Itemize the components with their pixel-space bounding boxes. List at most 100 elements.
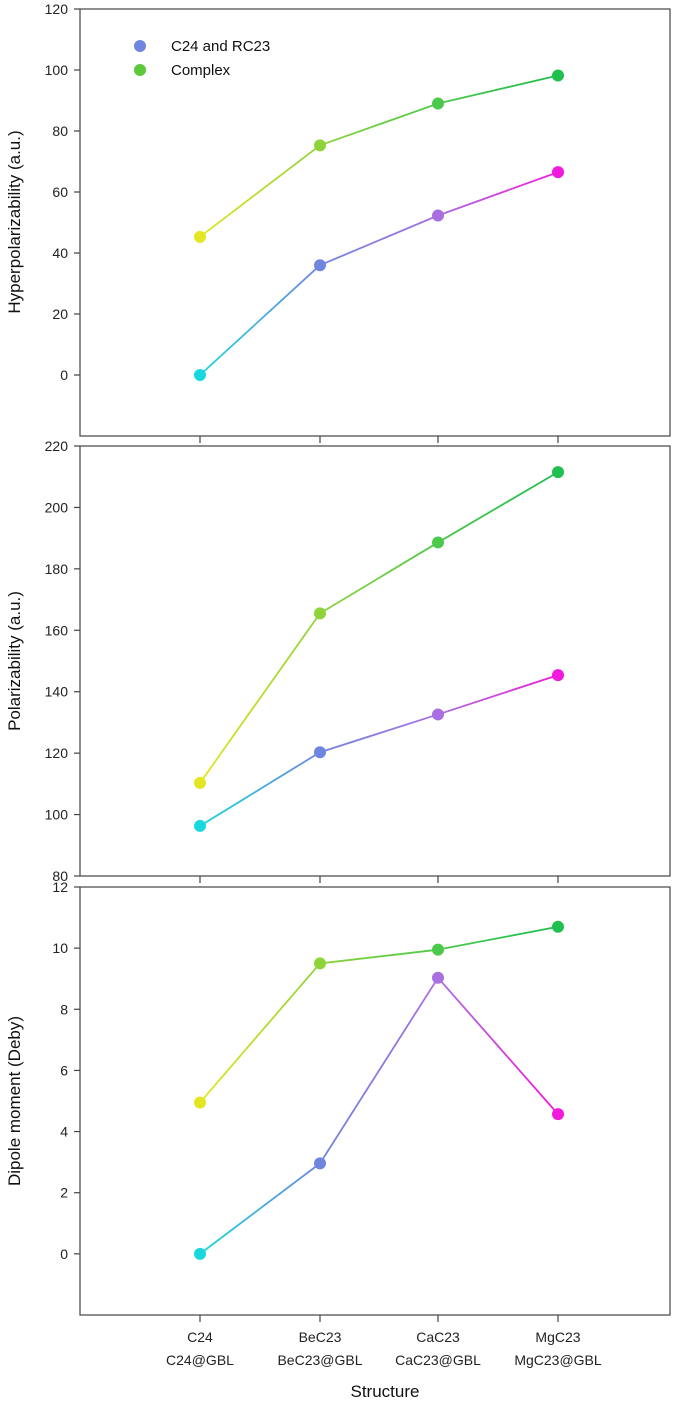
x-tick-label: C24@GBL	[166, 1352, 234, 1368]
plot-frame	[79, 8, 671, 437]
series-points	[194, 920, 564, 1260]
x-tick-label: MgC23@GBL	[514, 1352, 602, 1368]
y-tick-label: 140	[45, 684, 69, 700]
line-segment-complex	[437, 471, 559, 544]
point-complex	[194, 1096, 206, 1109]
x-axis-ticks	[199, 1315, 559, 1322]
y-tick-label: 10	[52, 940, 68, 956]
y-tick-label: 4	[60, 1124, 68, 1140]
series-points	[194, 69, 564, 381]
y-tick-label: 180	[45, 561, 69, 577]
line-segment-c24-rc23	[437, 674, 559, 716]
y-tick-label: 100	[45, 807, 69, 823]
line-segment-c24-rc23	[319, 977, 439, 1164]
point-complex	[552, 920, 564, 933]
y-tick-label: 120	[45, 1, 69, 17]
y-tick-label: 120	[45, 745, 69, 761]
panel-hyperpolarizability: 0 20 40 60 80 100 120 Hyperpolarizability (a.u…	[5, 1, 671, 443]
panel-dipole-moment: 0 2 4 6 8 10 12 Dipole moment (Deby)	[5, 879, 671, 1322]
point-c24-rc23	[194, 819, 206, 832]
point-complex	[314, 607, 326, 620]
point-c24-rc23	[552, 1108, 564, 1121]
y-tick-label: 100	[45, 62, 69, 78]
legend: C24 and RC23 Complex	[117, 38, 270, 79]
y-axis-ticks: 0 20 40 60 80 100 120	[45, 1, 80, 383]
x-axis-title: Structure	[351, 1382, 420, 1401]
y-tick-label: 12	[52, 879, 68, 895]
point-c24-rc23	[552, 669, 564, 682]
y-axis-title: Dipole moment (Deby)	[5, 1016, 24, 1186]
x-tick-label: CaC23@GBL	[395, 1352, 481, 1368]
line-segment-c24-rc23	[437, 171, 559, 217]
line-segment-c24-rc23	[199, 1162, 321, 1255]
series-lines	[199, 74, 559, 376]
line-segment-c24-rc23	[319, 713, 439, 754]
point-c24-rc23	[314, 746, 326, 759]
line-segment-c24-rc23	[199, 264, 321, 376]
point-complex	[314, 957, 326, 970]
y-tick-label: 60	[52, 184, 68, 200]
y-tick-label: 80	[52, 868, 68, 884]
y-tick-label: 0	[60, 1246, 68, 1262]
series-lines	[199, 925, 559, 1255]
point-c24-rc23	[194, 1247, 206, 1260]
line-segment-complex	[319, 541, 439, 615]
line-segment-complex	[319, 102, 439, 147]
line-segment-complex	[199, 962, 321, 1104]
point-c24-rc23	[432, 209, 444, 222]
line-segment-c24-rc23	[319, 214, 439, 267]
legend-marker-c24-rc23	[134, 40, 146, 52]
line-segment-complex	[437, 74, 559, 105]
line-segment-c24-rc23	[437, 977, 559, 1115]
y-axis-title: Hyperpolarizability (a.u.)	[5, 130, 24, 313]
point-complex	[552, 466, 564, 479]
point-c24-rc23	[314, 1157, 326, 1170]
point-complex	[314, 139, 326, 152]
y-axis-ticks: 80 100 120 140 160 180 200 220	[45, 438, 80, 884]
point-c24-rc23	[314, 259, 326, 272]
point-complex	[432, 536, 444, 549]
point-c24-rc23	[194, 369, 206, 381]
point-complex	[194, 776, 206, 789]
line-segment-complex	[319, 948, 439, 965]
y-tick-label: 80	[52, 123, 68, 139]
x-tick-label: C24	[187, 1329, 213, 1345]
x-tick-label: BeC23	[299, 1329, 342, 1345]
plot-frame	[79, 445, 671, 877]
line-segment-complex	[199, 144, 321, 238]
plot-frame	[79, 886, 671, 1316]
point-complex	[194, 230, 206, 243]
series-points	[194, 466, 564, 832]
x-axis-ticks	[199, 436, 559, 443]
y-tick-label: 6	[60, 1062, 68, 1078]
panel-polarizability: 80 100 120 140 160 180 200 220 Polarizability (…	[5, 438, 671, 884]
series-lines	[199, 471, 559, 827]
y-axis-title: Polarizability (a.u.)	[5, 591, 24, 731]
point-c24-rc23	[552, 166, 564, 179]
point-complex	[432, 943, 444, 956]
line-segment-complex	[437, 925, 559, 951]
y-tick-label: 200	[45, 499, 69, 515]
y-tick-label: 8	[60, 1001, 68, 1017]
x-tick-label: MgC23	[535, 1329, 580, 1345]
y-axis-ticks: 0 2 4 6 8 10 12	[52, 879, 80, 1262]
legend-marker-complex	[134, 64, 146, 76]
x-category-labels: C24 C24@GBL BeC23 BeC23@GBL CaC23 CaC23@GBL Mg…	[166, 1329, 602, 1368]
y-tick-label: 2	[60, 1185, 68, 1201]
y-tick-label: 220	[45, 438, 69, 454]
point-complex	[432, 97, 444, 110]
point-c24-rc23	[432, 708, 444, 721]
legend-label-complex: Complex	[171, 62, 231, 79]
x-tick-label: BeC23@GBL	[277, 1352, 362, 1368]
line-segment-complex	[199, 612, 321, 784]
x-tick-label: CaC23	[416, 1329, 460, 1345]
legend-label-c24-rc23: C24 and RC23	[171, 38, 270, 55]
line-segment-c24-rc23	[199, 751, 321, 827]
y-tick-label: 40	[52, 245, 68, 261]
y-tick-label: 160	[45, 622, 69, 638]
y-tick-label: 0	[60, 367, 68, 383]
y-tick-label: 20	[52, 306, 68, 322]
x-axis-ticks	[199, 876, 559, 883]
point-complex	[552, 69, 564, 82]
